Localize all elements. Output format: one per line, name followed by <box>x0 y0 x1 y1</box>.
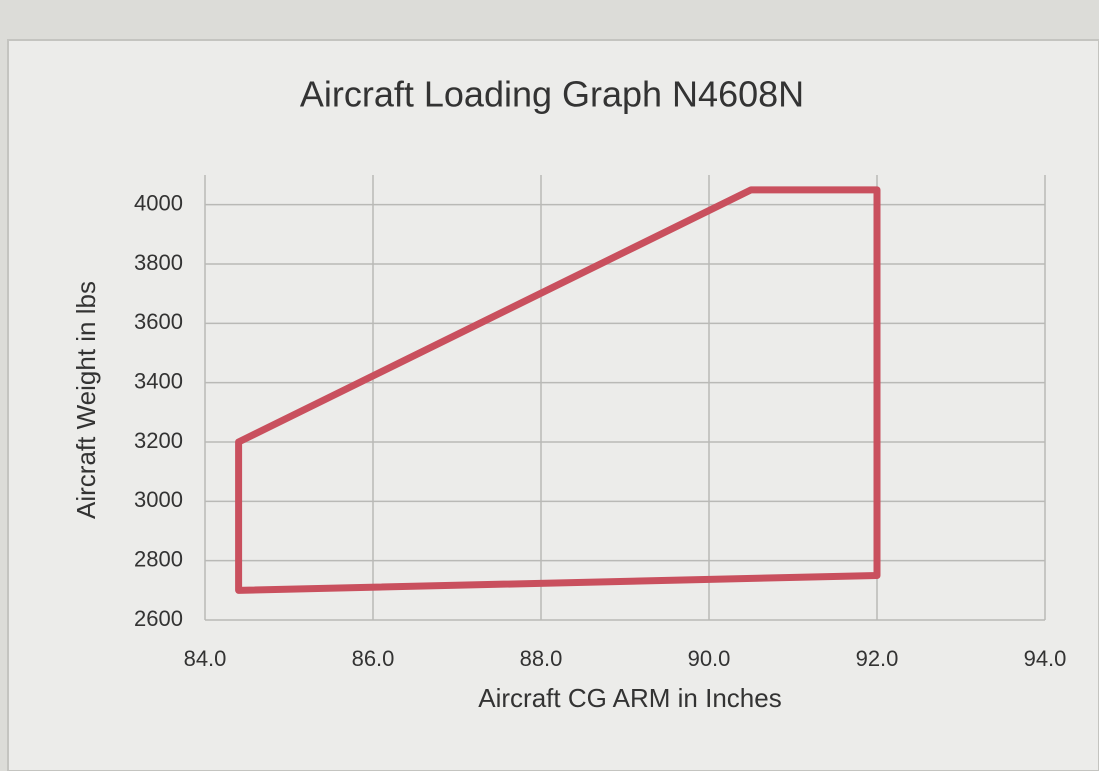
y-tick-label: 3800 <box>134 250 183 275</box>
y-tick-label: 4000 <box>134 190 183 215</box>
x-axis-label: Aircraft CG ARM in Inches <box>478 683 781 713</box>
y-axis-label: Aircraft Weight in lbs <box>71 281 101 519</box>
x-tick-label: 84.0 <box>184 646 227 671</box>
chart-card <box>7 39 1099 771</box>
x-tick-label: 90.0 <box>688 646 731 671</box>
chart-title: Aircraft Loading Graph N4608N <box>300 74 804 115</box>
y-tick-label: 3400 <box>134 368 183 393</box>
y-tick-label: 3600 <box>134 309 183 334</box>
y-tick-label: 2600 <box>134 606 183 631</box>
y-tick-label: 2800 <box>134 546 183 571</box>
x-tick-label: 94.0 <box>1024 646 1067 671</box>
y-tick-label: 3200 <box>134 428 183 453</box>
x-tick-label: 86.0 <box>352 646 395 671</box>
x-tick-label: 88.0 <box>520 646 563 671</box>
y-tick-label: 3000 <box>134 487 183 512</box>
x-tick-label: 92.0 <box>856 646 899 671</box>
envelope-line <box>235 186 881 594</box>
